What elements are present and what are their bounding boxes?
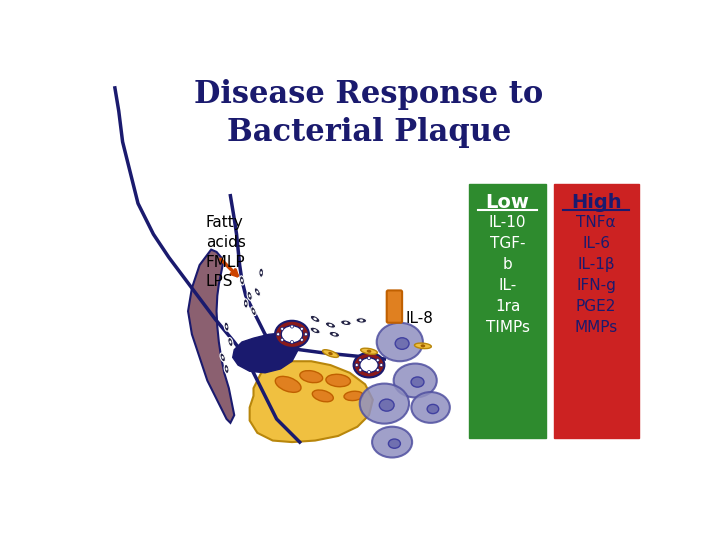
FancyBboxPatch shape [387,291,402,323]
Ellipse shape [360,383,409,423]
Ellipse shape [290,341,294,343]
Ellipse shape [310,315,320,322]
Ellipse shape [245,302,247,305]
Text: High: High [571,193,621,212]
Ellipse shape [361,348,377,354]
Ellipse shape [275,321,309,348]
Ellipse shape [394,363,437,397]
Ellipse shape [300,370,323,383]
Ellipse shape [328,352,333,355]
Ellipse shape [243,299,248,308]
Text: Low: Low [486,193,529,212]
Ellipse shape [230,341,231,343]
Ellipse shape [222,356,224,359]
Ellipse shape [354,353,384,377]
Ellipse shape [259,268,264,278]
Ellipse shape [366,350,372,353]
Ellipse shape [356,318,366,323]
Ellipse shape [427,404,438,414]
Polygon shape [233,333,300,373]
Ellipse shape [341,320,351,326]
Polygon shape [188,249,234,423]
Text: IL-10
TGF-
b
IL-
1ra
TIMPs: IL-10 TGF- b IL- 1ra TIMPs [485,215,530,335]
Ellipse shape [359,368,362,372]
Ellipse shape [395,338,409,349]
Ellipse shape [240,276,244,285]
Ellipse shape [376,359,379,362]
Text: Disease Response to
Bacterial Plaque: Disease Response to Bacterial Plaque [194,79,544,148]
Text: Fatty
acids
FMLP
LPS: Fatty acids FMLP LPS [206,215,246,289]
Ellipse shape [372,427,412,457]
Ellipse shape [300,338,303,341]
Ellipse shape [313,329,317,332]
Ellipse shape [220,353,225,362]
Ellipse shape [333,333,336,335]
Ellipse shape [253,310,255,313]
FancyBboxPatch shape [469,184,546,438]
Ellipse shape [275,376,301,393]
Ellipse shape [415,343,431,349]
Ellipse shape [344,321,348,324]
Ellipse shape [224,364,229,374]
Ellipse shape [260,271,262,274]
Ellipse shape [310,327,320,334]
Ellipse shape [376,368,379,372]
Ellipse shape [312,390,333,402]
Ellipse shape [305,333,307,336]
Ellipse shape [290,325,294,328]
Ellipse shape [276,333,279,336]
Ellipse shape [248,294,251,298]
Ellipse shape [254,288,261,296]
Ellipse shape [359,319,363,322]
Ellipse shape [247,291,252,300]
Ellipse shape [420,345,426,347]
Ellipse shape [300,327,303,330]
Ellipse shape [281,327,284,330]
Ellipse shape [388,439,400,448]
Polygon shape [250,361,373,442]
Ellipse shape [326,374,351,387]
Ellipse shape [225,367,228,370]
Ellipse shape [328,324,333,326]
Ellipse shape [411,377,424,387]
Ellipse shape [325,322,336,328]
Ellipse shape [367,370,371,374]
Ellipse shape [379,363,383,367]
Ellipse shape [256,291,258,293]
Ellipse shape [411,392,450,423]
Ellipse shape [241,279,243,282]
Ellipse shape [377,323,423,361]
Ellipse shape [329,332,340,338]
Text: IL-8: IL-8 [406,311,434,326]
FancyBboxPatch shape [554,184,639,438]
Text: TNFα
IL-6
IL-1β
IFN-g
PGE2
MMPs: TNFα IL-6 IL-1β IFN-g PGE2 MMPs [575,215,618,335]
Ellipse shape [355,363,359,367]
Ellipse shape [367,356,371,360]
Ellipse shape [379,399,394,411]
Ellipse shape [313,318,317,320]
Ellipse shape [224,322,229,331]
Ellipse shape [360,357,378,373]
Ellipse shape [225,325,228,328]
Ellipse shape [344,391,363,401]
Ellipse shape [282,326,303,343]
Ellipse shape [228,338,233,347]
Ellipse shape [323,350,338,357]
Ellipse shape [359,359,362,362]
Ellipse shape [251,307,256,315]
Ellipse shape [281,338,284,341]
